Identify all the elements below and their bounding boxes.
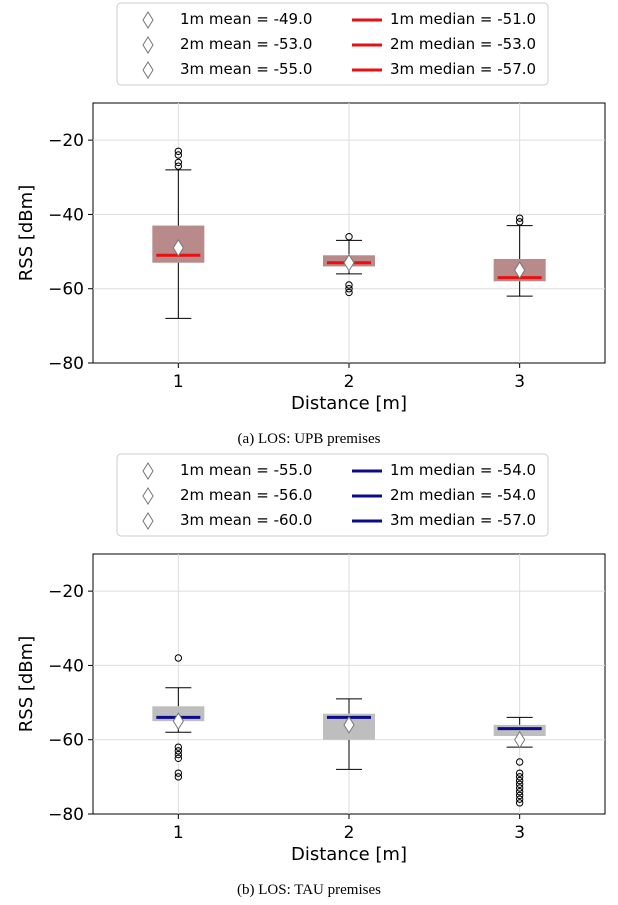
y-tick-label: −40 — [48, 656, 84, 676]
outlier-point — [515, 773, 524, 781]
x-ticks: 1 2 3 — [173, 814, 525, 843]
boxes — [152, 654, 546, 807]
y-tick-label: −60 — [48, 280, 84, 300]
legend-median-label: 3m median = -57.0 — [390, 511, 536, 529]
legend-mean-label: 3m mean = -60.0 — [180, 511, 312, 529]
box-iqr — [493, 724, 546, 736]
panel-upb: 1m mean = -49.0 2m mean = -53.0 3m mean … — [16, 2, 606, 447]
x-tick-label: 3 — [514, 823, 525, 843]
legend-mean-label: 2m mean = -56.0 — [180, 486, 312, 504]
legend-mean-label: 2m mean = -53.0 — [180, 35, 312, 53]
outlier-point — [515, 780, 524, 788]
legend-median-label: 3m median = -57.0 — [390, 60, 536, 78]
legend-median-label: 1m median = -54.0 — [390, 461, 536, 479]
legend-mean-marker — [142, 11, 154, 29]
legend-mean-marker — [142, 487, 154, 505]
legend-mean-label: 3m mean = -55.0 — [180, 60, 312, 78]
y-axis-label: RSS [dBm] — [16, 636, 37, 732]
outlier-point — [515, 788, 524, 796]
box-1 — [152, 147, 205, 319]
outlier-point — [345, 281, 353, 289]
x-tick-label: 1 — [173, 823, 184, 843]
outlier-point — [515, 791, 524, 800]
y-axis-label: RSS [dBm] — [16, 185, 37, 281]
y-tick-label: −60 — [48, 731, 84, 751]
x-tick-label: 1 — [173, 372, 184, 392]
outlier-point — [515, 799, 524, 807]
mean-marker — [514, 730, 526, 749]
legend: 1m mean = -49.0 2m mean = -53.0 3m mean … — [116, 2, 549, 86]
outlier-point — [174, 750, 183, 759]
legend-mean-marker — [142, 512, 154, 530]
outlier-point — [174, 151, 183, 159]
legend-median-label: 1m median = -51.0 — [390, 10, 536, 28]
box-3 — [493, 716, 546, 807]
caption: (b) LOS: TAU premises — [237, 882, 381, 898]
outlier-point — [174, 158, 183, 167]
outlier-point — [345, 285, 353, 293]
legend-frame — [116, 2, 549, 86]
y-tick-label: −80 — [48, 354, 84, 374]
x-tick-label: 2 — [344, 823, 355, 843]
outlier-point — [174, 773, 183, 781]
outlier-point — [174, 754, 183, 762]
mean-marker — [343, 253, 355, 272]
outlier-point — [174, 654, 183, 662]
mean-marker — [514, 261, 526, 280]
x-axis-label: Distance [m] — [291, 844, 407, 865]
outlier-point — [174, 147, 183, 155]
x-tick-label: 2 — [344, 372, 355, 392]
y-tick-label: −80 — [48, 805, 84, 825]
x-tick-label: 3 — [514, 372, 525, 392]
caption: (a) LOS: UPB premises — [238, 431, 381, 447]
outlier-point — [174, 747, 183, 755]
box-2 — [323, 698, 375, 770]
outlier-point — [174, 162, 183, 170]
outlier-point — [515, 795, 524, 803]
mean-marker — [172, 712, 184, 731]
legend-mean-marker — [142, 36, 154, 54]
y-tick-label: −20 — [48, 582, 84, 602]
y-ticks: −80 −60 −40 −20 — [48, 582, 93, 825]
y-tick-label: −20 — [48, 131, 84, 151]
y-tick-label: −40 — [48, 205, 84, 225]
legend-mean-label: 1m mean = -49.0 — [180, 10, 312, 28]
legend-mean-label: 1m mean = -55.0 — [180, 461, 312, 479]
outlier-point — [345, 233, 353, 241]
mean-marker — [343, 715, 355, 734]
mean-marker — [172, 238, 184, 257]
outlier-point — [345, 288, 353, 297]
legend-frame — [116, 453, 549, 537]
legend-median-label: 2m median = -54.0 — [390, 486, 536, 504]
outlier-point — [515, 758, 524, 766]
box-2 — [323, 233, 375, 297]
x-ticks: 1 2 3 — [173, 363, 525, 392]
legend: 1m mean = -55.0 2m mean = -56.0 3m mean … — [116, 453, 549, 537]
box-3 — [493, 214, 546, 297]
outlier-point — [515, 776, 524, 785]
outlier-point — [515, 214, 524, 222]
panel-tau: 1m mean = -55.0 2m mean = -56.0 3m mean … — [16, 453, 606, 898]
x-axis-label: Distance [m] — [291, 393, 407, 414]
outlier-point — [515, 218, 524, 226]
outlier-point — [515, 769, 524, 777]
outlier-point — [515, 784, 524, 792]
outlier-point — [174, 743, 183, 751]
legend-mean-marker — [142, 61, 154, 79]
box-1 — [152, 654, 205, 781]
boxes — [152, 147, 546, 319]
outlier-point — [174, 769, 183, 777]
legend-mean-marker — [142, 462, 154, 480]
legend-median-label: 2m median = -53.0 — [390, 35, 536, 53]
y-ticks: −80 −60 −40 −20 — [48, 131, 93, 374]
